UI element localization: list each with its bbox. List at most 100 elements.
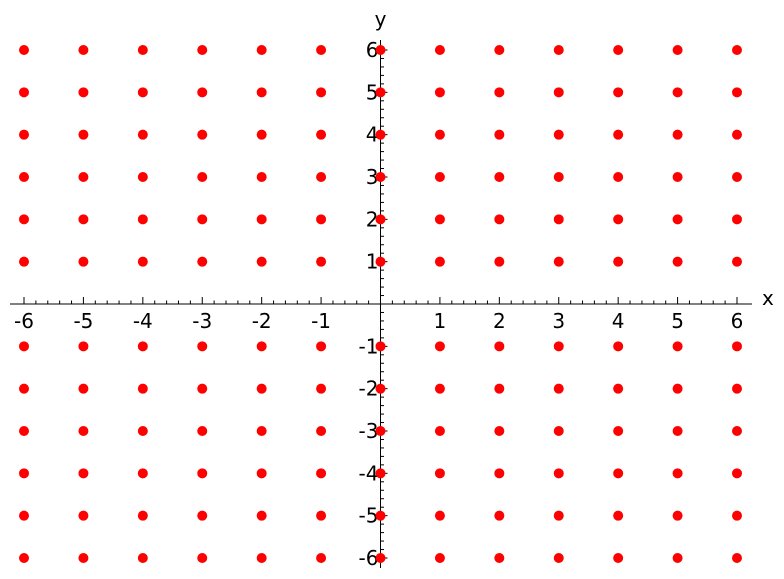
- data-point: [197, 129, 208, 140]
- data-point: [256, 383, 267, 394]
- x-tick-label: -4: [133, 309, 153, 333]
- data-point: [732, 383, 742, 394]
- data-point: [732, 214, 742, 225]
- data-point: [434, 426, 445, 436]
- y-tick-label: -4: [359, 461, 379, 485]
- data-point: [316, 553, 327, 563]
- data-point: [19, 214, 29, 225]
- data-point: [256, 214, 267, 225]
- y-tick-label: 1: [366, 250, 379, 274]
- data-point: [672, 256, 683, 267]
- x-tick-label: -5: [73, 309, 93, 333]
- data-point: [256, 510, 267, 521]
- data-point: [137, 468, 148, 479]
- data-point: [137, 172, 148, 182]
- data-point: [613, 172, 624, 182]
- data-point: [375, 510, 386, 521]
- x-tick-labels: -6 -5 -4 -3 -2 -1 1 2 3 4 5 6: [14, 309, 743, 333]
- data-point: [613, 510, 624, 521]
- y-tick-label: -3: [359, 419, 379, 443]
- x-tick-label: 4: [612, 309, 625, 333]
- data-point: [316, 426, 327, 436]
- data-point: [553, 468, 564, 479]
- data-point: [732, 468, 742, 479]
- x-tick-label: -3: [192, 309, 212, 333]
- data-point: [613, 214, 624, 225]
- data-point: [375, 129, 386, 140]
- x-tick-label: 1: [434, 309, 447, 333]
- data-point: [434, 129, 445, 140]
- data-point: [494, 383, 505, 394]
- data-point: [434, 172, 445, 182]
- data-point: [137, 256, 148, 267]
- data-point: [375, 341, 386, 352]
- data-point: [197, 256, 208, 267]
- data-point: [137, 341, 148, 352]
- data-point: [78, 341, 89, 352]
- data-point: [256, 468, 267, 479]
- y-tick-label: 5: [366, 80, 379, 104]
- data-point: [613, 129, 624, 140]
- data-point: [494, 553, 505, 563]
- data-point: [553, 383, 564, 394]
- data-point: [316, 129, 327, 140]
- data-point: [78, 256, 89, 267]
- data-point: [672, 510, 683, 521]
- data-point: [316, 468, 327, 479]
- y-tick-label: -1: [359, 334, 379, 358]
- data-point: [613, 553, 624, 563]
- data-point: [732, 256, 742, 267]
- data-point: [672, 87, 683, 98]
- data-point: [494, 510, 505, 521]
- data-point: [197, 87, 208, 98]
- data-point: [672, 129, 683, 140]
- data-point: [553, 426, 564, 436]
- data-point: [494, 172, 505, 182]
- data-point: [197, 341, 208, 352]
- data-point: [375, 553, 386, 563]
- data-point: [197, 214, 208, 225]
- y-tick-label: 4: [366, 123, 379, 147]
- data-point: [19, 87, 29, 98]
- data-point: [78, 87, 89, 98]
- data-point: [256, 256, 267, 267]
- data-point: [78, 468, 89, 479]
- data-point: [197, 510, 208, 521]
- data-point: [494, 129, 505, 140]
- data-point: [553, 341, 564, 352]
- data-point: [732, 341, 742, 352]
- y-tick-label: -2: [359, 377, 379, 401]
- data-point: [553, 214, 564, 225]
- x-axis-label: x: [762, 286, 774, 310]
- x-tick-label: 5: [671, 309, 684, 333]
- data-point: [434, 256, 445, 267]
- x-ticks: [23, 297, 738, 304]
- data-point: [197, 553, 208, 563]
- data-point: [494, 256, 505, 267]
- data-point: [434, 468, 445, 479]
- data-point: [672, 172, 683, 182]
- data-point: [732, 129, 742, 140]
- data-point: [256, 87, 267, 98]
- data-point: [613, 341, 624, 352]
- data-point: [613, 383, 624, 394]
- y-tick-label: -5: [359, 504, 379, 528]
- data-point: [78, 426, 89, 436]
- data-point: [732, 87, 742, 98]
- data-point: [137, 510, 148, 521]
- data-point: [732, 510, 742, 521]
- data-point: [316, 510, 327, 521]
- data-point: [78, 510, 89, 521]
- data-point: [197, 426, 208, 436]
- data-point: [19, 553, 29, 563]
- data-point: [375, 468, 386, 479]
- data-point: [732, 553, 742, 563]
- data-point: [256, 553, 267, 563]
- data-point: [19, 426, 29, 436]
- data-point: [613, 468, 624, 479]
- data-point: [19, 341, 29, 352]
- data-point: [672, 214, 683, 225]
- data-point: [553, 87, 564, 98]
- data-point: [137, 383, 148, 394]
